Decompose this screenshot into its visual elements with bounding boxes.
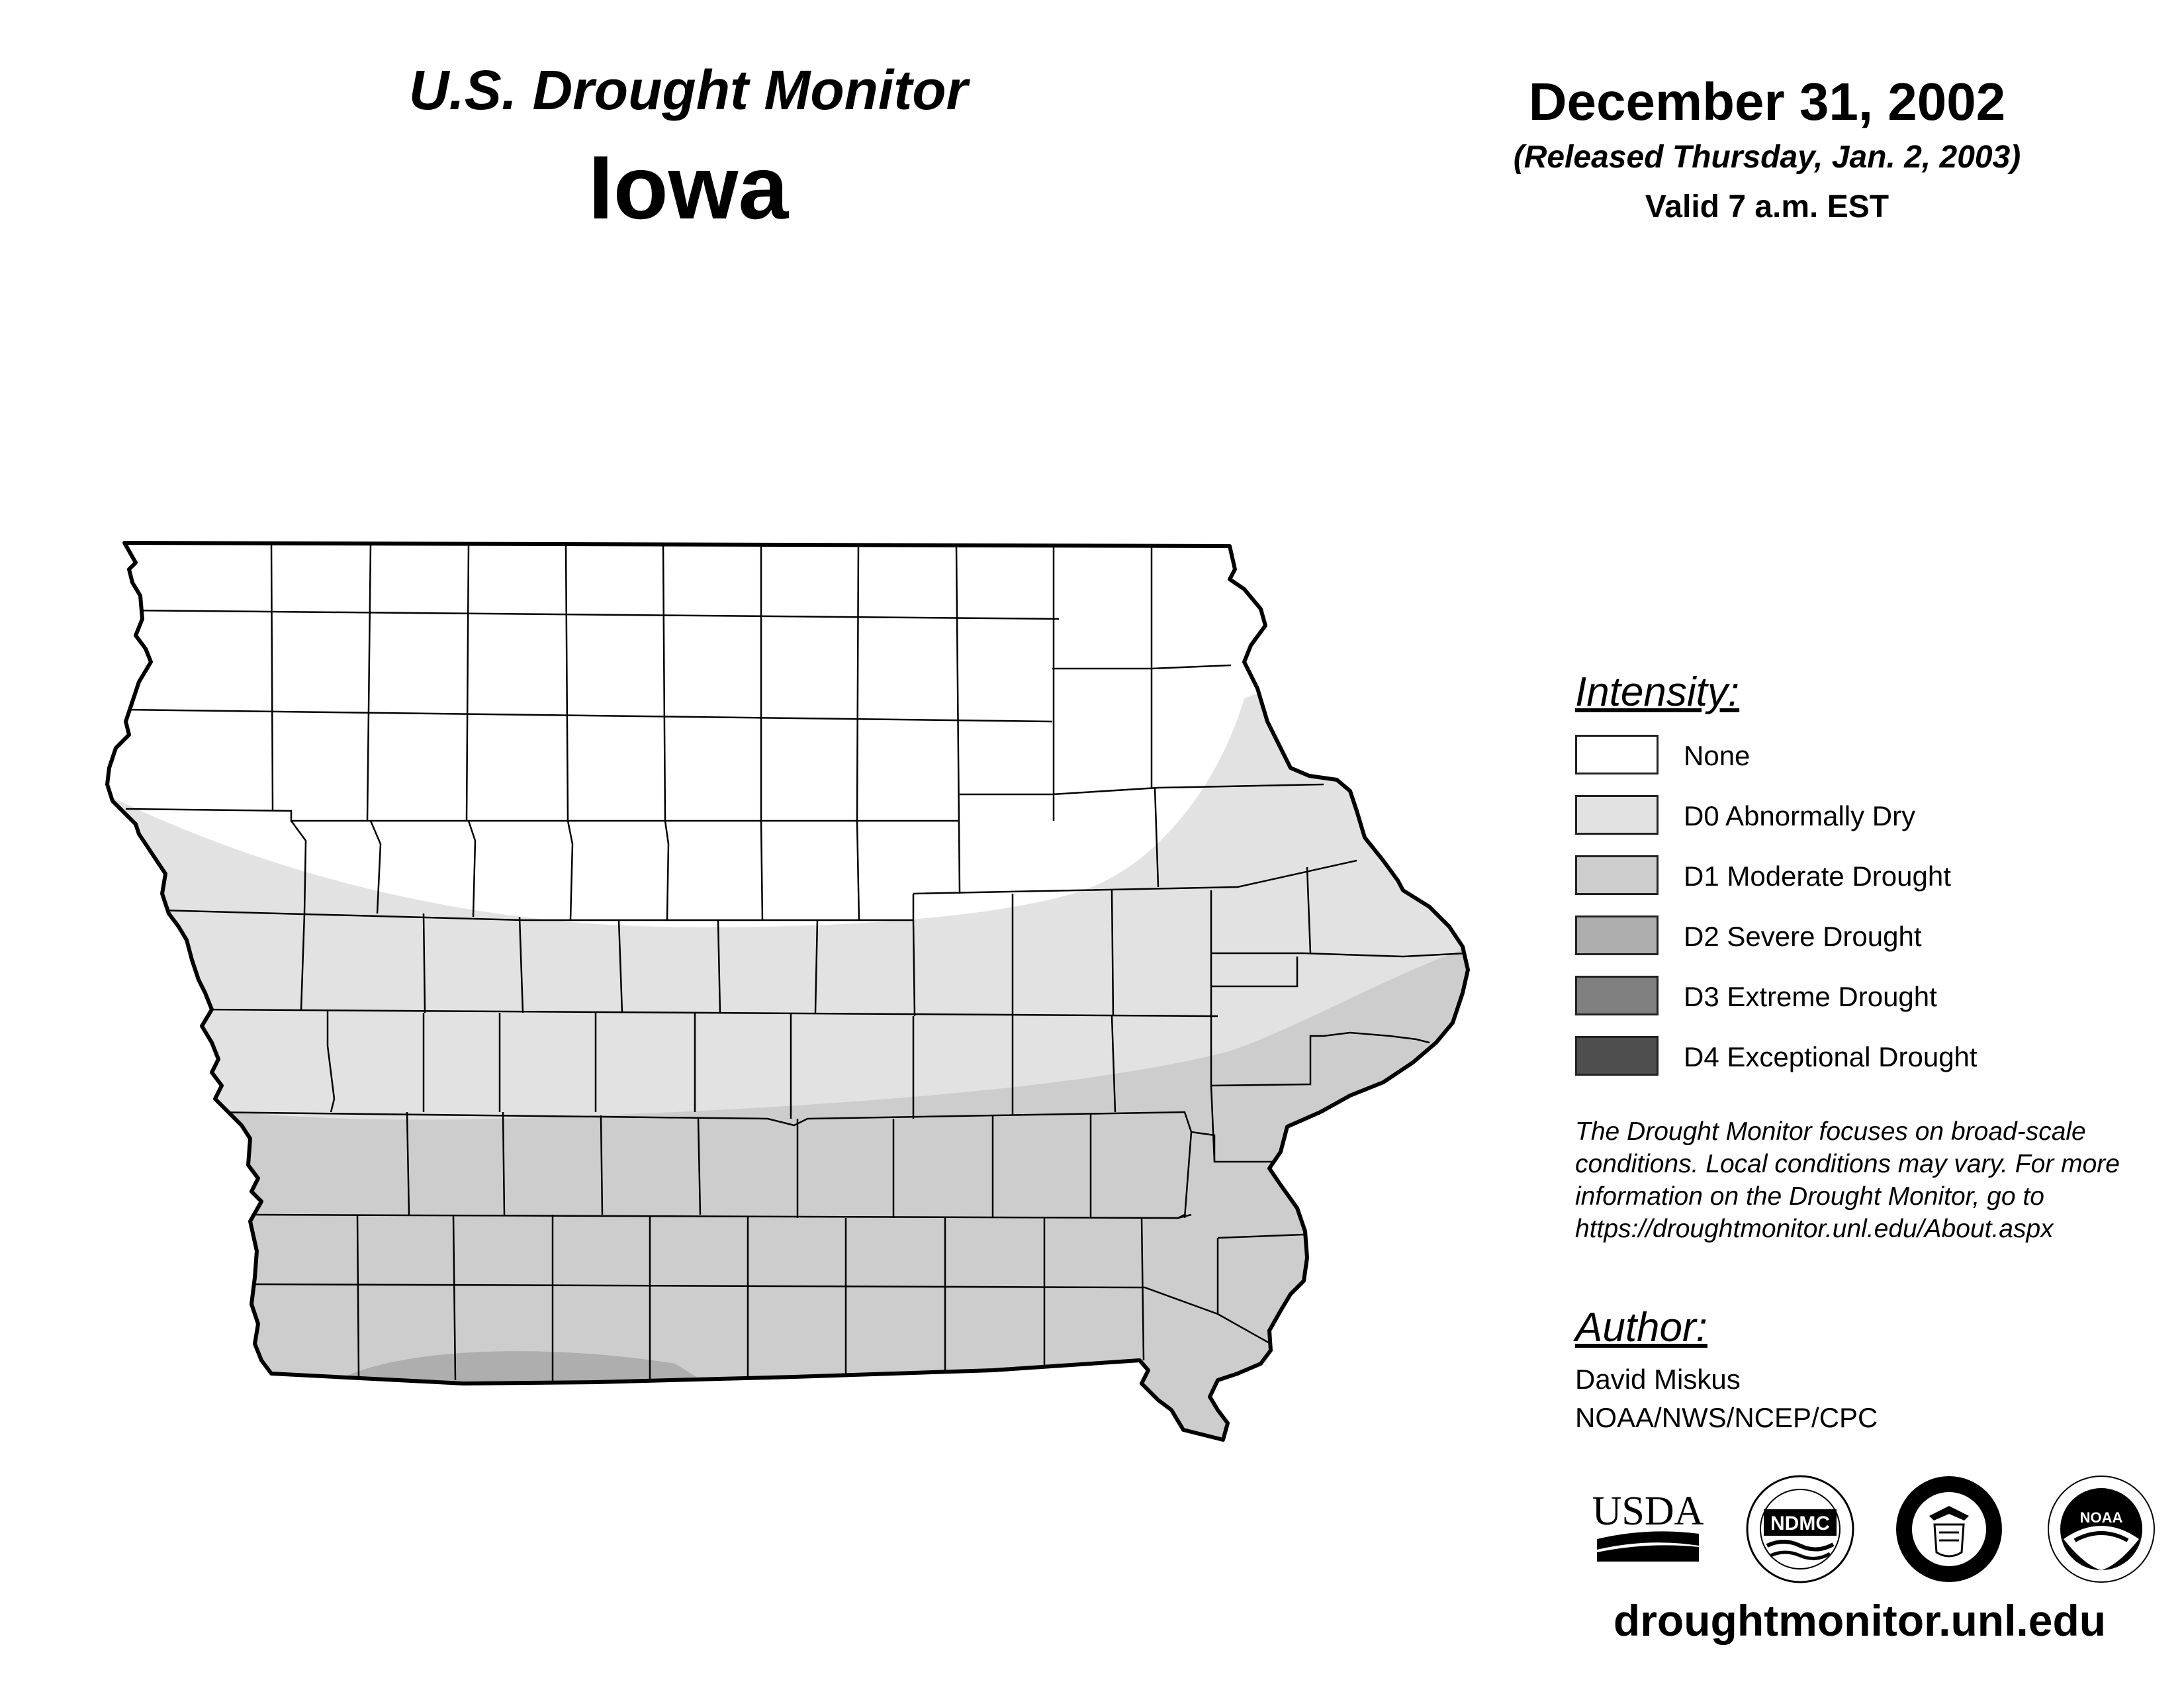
legend-swatch — [1575, 735, 1659, 774]
legend-label: D4 Exceptional Drought — [1684, 1041, 1978, 1072]
legend-swatch — [1575, 976, 1659, 1015]
map-date: December 31, 2002 — [1528, 72, 2006, 131]
noaa-logo: NOAA — [2048, 1476, 2155, 1583]
author-organization: NOAA/NWS/NCEP/CPC — [1575, 1402, 1878, 1433]
county-boundaries — [125, 543, 1467, 1383]
legend-swatch — [1575, 795, 1659, 835]
legend-label: None — [1684, 740, 1751, 771]
legend-label: D0 Abnormally Dry — [1684, 800, 1916, 831]
noaa-logo-text: NOAA — [2080, 1509, 2123, 1526]
author-heading: Author: — [1575, 1305, 1707, 1350]
legend-label: D3 Extreme Drought — [1684, 981, 1937, 1012]
disclaimer-line: https://droughtmonitor.unl.edu/About.asp… — [1575, 1215, 2054, 1243]
legend-swatch — [1575, 855, 1659, 895]
state-name: Iowa — [588, 137, 789, 238]
disclaimer-line: The Drought Monitor focuses on broad-sca… — [1575, 1117, 2086, 1146]
map-title: U.S. Drought Monitor — [408, 59, 968, 121]
legend-title: Intensity: — [1575, 669, 1740, 715]
usda-logo: USDA — [1592, 1489, 1704, 1562]
usda-logo-text: USDA — [1592, 1489, 1704, 1534]
legend-label: D1 Moderate Drought — [1684, 861, 1951, 892]
ndmc-logo: NDMC — [1746, 1475, 1854, 1583]
commerce-seal-logo — [1896, 1476, 2002, 1582]
legend-swatch — [1575, 1036, 1659, 1076]
release-date: (Released Thursday, Jan. 2, 2003) — [1513, 140, 2021, 175]
legend-label: D2 Severe Drought — [1684, 921, 1922, 952]
disclaimer-line: information on the Drought Monitor, go t… — [1575, 1182, 2044, 1211]
iowa-state-outline — [105, 541, 1470, 1442]
disclaimer-text: The Drought Monitor focuses on broad-sca… — [1575, 1115, 2171, 1245]
disclaimer-line: conditions. Local conditions may vary. F… — [1575, 1150, 2120, 1178]
valid-time: Valid 7 a.m. EST — [1645, 189, 1889, 224]
website-url[interactable]: droughtmonitor.unl.edu — [1613, 1596, 2107, 1645]
ndmc-logo-text: NDMC — [1770, 1513, 1830, 1534]
author-name: David Miskus — [1575, 1364, 1741, 1395]
legend-swatch — [1575, 915, 1659, 955]
